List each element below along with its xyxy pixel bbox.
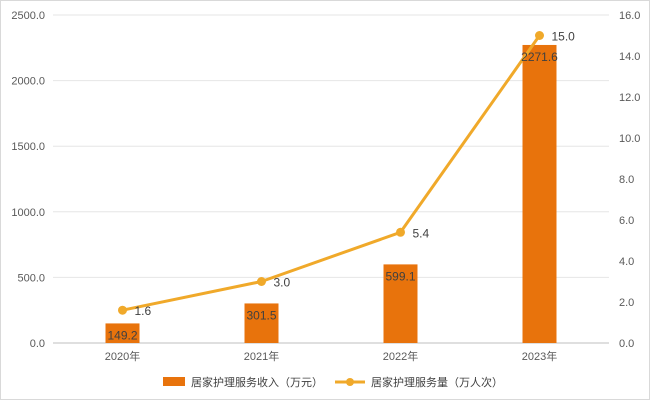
- bar-series: [105, 44, 557, 344]
- legend-line-marker: [346, 378, 354, 386]
- x-axis-tick-label: 2021年: [244, 349, 279, 363]
- x-axis: 2020年 2021年 2022年 2023年: [105, 349, 557, 363]
- line-point: [535, 31, 544, 40]
- left-axis-tick-label: 1000.0: [11, 207, 45, 219]
- right-axis-tick-label: 16.0: [619, 10, 640, 22]
- bar: [105, 323, 140, 343]
- x-axis-tick-label: 2022年: [383, 349, 418, 363]
- line-point: [396, 227, 405, 237]
- right-axis-tick-label: 14.0: [619, 51, 640, 63]
- right-axis-tick-label: 0.0: [619, 338, 634, 350]
- left-axis-tick-label: 2000.0: [11, 76, 45, 88]
- line-point: [257, 277, 266, 286]
- line-series: [118, 31, 544, 315]
- right-axis-ticks: 0.0 2.0 4.0 6.0 8.0 10.0 12.0 14.0 16.0: [619, 10, 640, 350]
- legend-line-label: 居家护理服务量（万人次）: [371, 375, 503, 389]
- right-axis-tick-label: 8.0: [619, 174, 634, 186]
- x-axis-tick-label: 2020年: [105, 349, 140, 363]
- legend-bar-swatch: [163, 377, 185, 386]
- x-axis-tick-label: 2023年: [522, 349, 557, 363]
- line-path: [122, 34, 541, 312]
- right-axis-tick-label: 2.0: [619, 297, 634, 309]
- bar: [244, 303, 279, 343]
- bar-data-label: 599.1: [385, 269, 415, 283]
- left-axis-tick-label: 2500.0: [11, 10, 45, 22]
- grid-lines: [53, 14, 609, 344]
- right-axis-tick-label: 12.0: [619, 92, 640, 104]
- line-data-label: 3.0: [274, 276, 291, 290]
- right-axis-tick-label: 10.0: [619, 133, 640, 145]
- bar-data-label: 301.5: [246, 308, 276, 322]
- legend-bar-label: 居家护理服务收入（万元）: [191, 375, 323, 389]
- bar: [522, 44, 557, 344]
- line-data-label: 15.0: [552, 30, 576, 44]
- legend: 居家护理服务收入（万元） 居家护理服务量（万人次）: [163, 375, 503, 389]
- left-axis-ticks: 0.0 500.0 1000.0 1500.0 2000.0 2500.0: [11, 10, 45, 350]
- line-point: [118, 305, 127, 315]
- right-axis-tick-label: 6.0: [619, 215, 634, 227]
- line-data-label: 1.6: [135, 304, 152, 318]
- left-axis-tick-label: 1500.0: [11, 141, 45, 153]
- right-axis-tick-label: 4.0: [619, 256, 634, 268]
- bar-data-label: 149.2: [107, 328, 137, 342]
- bar: [383, 264, 418, 343]
- left-axis-tick-label: 500.0: [17, 272, 45, 284]
- left-axis-tick-label: 0.0: [30, 338, 45, 350]
- line-data-label: 5.4: [413, 226, 430, 240]
- bar-data-label: 2271.6: [521, 50, 558, 64]
- data-labels: 149.2 301.5 599.1 2271.6 1.6 3.0 5.4 15.0: [107, 30, 575, 343]
